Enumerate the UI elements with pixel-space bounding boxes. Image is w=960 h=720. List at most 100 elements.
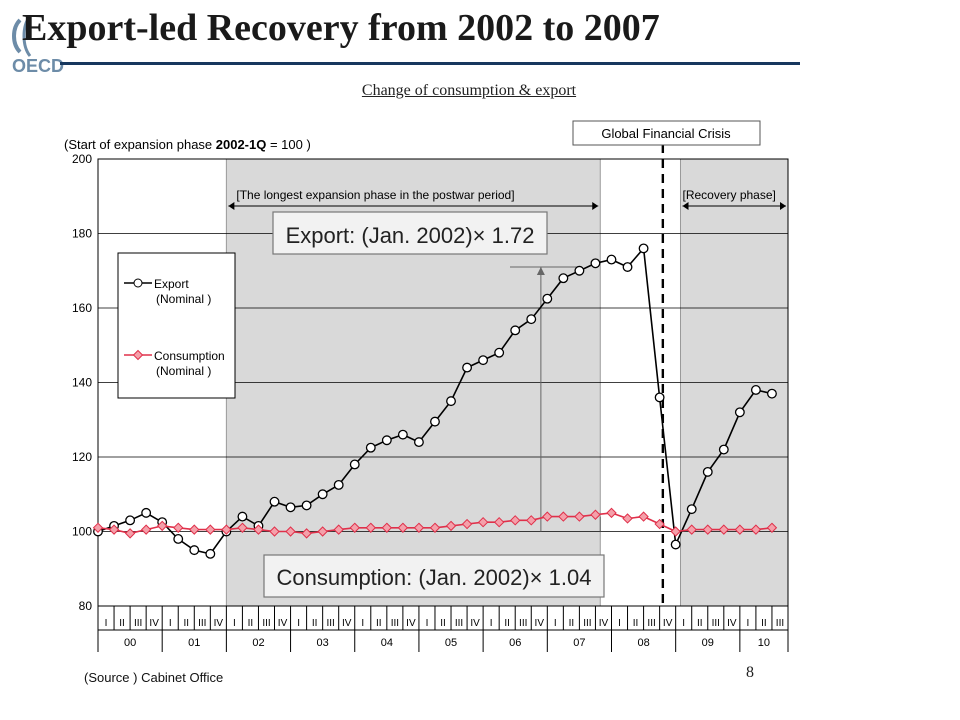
quarter-label: III xyxy=(391,618,399,629)
export-point xyxy=(510,325,521,336)
year-label: 05 xyxy=(445,637,457,649)
consumption-point xyxy=(510,515,521,526)
export-point xyxy=(237,511,248,522)
oecd-logo: OECD xyxy=(8,10,80,79)
quarter-label: IV xyxy=(278,618,288,629)
y-tick-label: 120 xyxy=(72,450,92,464)
consumption-point xyxy=(429,522,441,533)
period-arrow-left-1 xyxy=(682,202,689,210)
quarter-label: II xyxy=(312,618,318,629)
crisis-label-box xyxy=(572,120,761,146)
export-point xyxy=(317,489,328,500)
quarter-label: IV xyxy=(149,618,159,629)
consumption-point xyxy=(461,518,473,530)
export-point xyxy=(494,347,505,358)
year-label: 10 xyxy=(758,637,770,649)
consumption-annotation-box xyxy=(263,554,605,598)
export-point xyxy=(558,273,569,284)
consumption-point xyxy=(445,520,457,532)
export-point xyxy=(734,407,745,418)
quarter-label: I xyxy=(682,618,685,629)
export-point xyxy=(285,502,296,513)
quarter-label: IV xyxy=(663,618,673,629)
export-point xyxy=(718,444,729,455)
quarter-label: IV xyxy=(342,618,352,629)
consumption-point xyxy=(269,526,280,537)
year-label: 04 xyxy=(381,637,393,649)
export-point xyxy=(173,534,184,544)
consumption-point xyxy=(606,507,617,519)
expansion-phase-label: [The longest expansion phase in the post… xyxy=(236,188,514,202)
quarter-label: I xyxy=(233,618,236,629)
quarter-label: III xyxy=(776,618,784,629)
export-point xyxy=(462,362,473,373)
oecd-logo-text: OECD xyxy=(12,56,64,74)
export-point xyxy=(622,262,633,272)
quarter-label: II xyxy=(633,618,639,629)
legend-sublabel: (Nominal ) xyxy=(156,292,211,306)
legend-swatch-marker xyxy=(133,278,143,288)
period-arrow-right-1 xyxy=(780,202,786,210)
quarter-label: IV xyxy=(727,618,737,629)
year-label: 03 xyxy=(317,637,329,649)
quarter-label: III xyxy=(327,618,335,629)
oecd-logo-arc-left xyxy=(12,18,22,54)
export-annotation-text: Export: (Jan. 2002)× 1.72 xyxy=(286,223,535,248)
consumption-point xyxy=(477,516,489,528)
quarter-label: II xyxy=(697,618,703,629)
export-point xyxy=(333,479,344,490)
consumption-point xyxy=(397,522,409,533)
export-annotation-box xyxy=(272,211,548,255)
consumption-point xyxy=(221,524,232,535)
export-point xyxy=(638,243,649,254)
source-note: (Source ) Cabinet Office xyxy=(84,670,224,685)
export-point xyxy=(269,496,280,507)
index-note-base: 2002-1Q xyxy=(216,137,267,152)
quarter-label: I xyxy=(361,618,364,629)
export-point xyxy=(686,504,697,515)
consumption-point xyxy=(590,509,601,520)
quarter-label: II xyxy=(504,618,510,629)
export-point xyxy=(430,416,440,427)
quarter-label: II xyxy=(376,618,382,629)
consumption-point xyxy=(718,524,730,535)
export-point xyxy=(349,459,360,470)
consumption-point xyxy=(301,528,312,539)
quarter-label: I xyxy=(554,618,557,629)
quarter-label: I xyxy=(618,618,621,629)
quarter-label: I xyxy=(746,618,749,629)
quarter-label: II xyxy=(440,618,446,629)
quarter-label: III xyxy=(519,618,527,629)
quarter-label: I xyxy=(490,618,493,629)
consumption-point xyxy=(734,524,746,535)
export-point xyxy=(606,254,617,265)
consumption-point xyxy=(156,520,168,532)
export-point xyxy=(702,466,713,477)
quarter-label: IV xyxy=(406,618,416,629)
consumption-point xyxy=(237,522,248,533)
period-arrow-right-0 xyxy=(592,202,599,210)
export-point xyxy=(542,293,553,304)
quarter-label: II xyxy=(248,618,254,629)
consumption-point xyxy=(526,515,537,526)
oecd-logo-arc-inner xyxy=(22,15,32,57)
consumption-point xyxy=(413,522,425,533)
export-point xyxy=(125,515,136,526)
consumption-annotation-text: Consumption: (Jan. 2002)× 1.04 xyxy=(277,565,592,590)
quarter-label: IV xyxy=(470,618,480,629)
recovery-phase-label: [Recovery phase] xyxy=(682,188,775,202)
consumption-point xyxy=(558,511,569,522)
export-growth-arrowhead xyxy=(536,267,545,276)
export-point xyxy=(750,385,761,395)
export-point xyxy=(446,396,456,407)
quarter-label: III xyxy=(262,618,270,629)
year-label: 09 xyxy=(702,637,714,649)
consumption-point xyxy=(92,522,104,533)
consumption-point xyxy=(542,511,553,522)
export-point xyxy=(478,355,489,366)
consumption-point xyxy=(702,524,713,535)
legend-label-consumption: Consumption xyxy=(154,349,225,363)
quarter-label: III xyxy=(198,618,206,629)
index-note-prefix: (Start of expansion phase xyxy=(64,137,216,152)
export-point xyxy=(381,435,392,446)
